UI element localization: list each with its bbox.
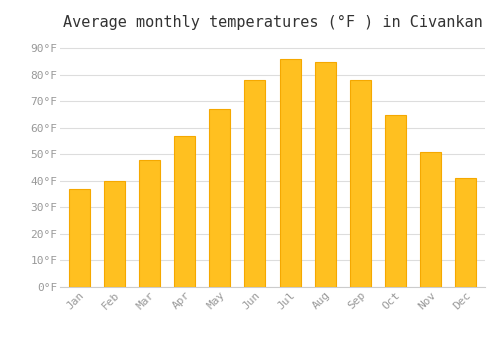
Bar — [244, 80, 266, 287]
Bar — [69, 189, 90, 287]
Bar — [385, 114, 406, 287]
Bar — [314, 62, 336, 287]
Bar — [455, 178, 476, 287]
Bar — [420, 152, 441, 287]
Bar — [139, 160, 160, 287]
Bar — [280, 59, 300, 287]
Bar — [350, 80, 371, 287]
Bar — [174, 136, 195, 287]
Title: Average monthly temperatures (°F ) in Civankan: Average monthly temperatures (°F ) in Ci… — [62, 15, 482, 30]
Bar — [210, 109, 231, 287]
Bar — [104, 181, 125, 287]
